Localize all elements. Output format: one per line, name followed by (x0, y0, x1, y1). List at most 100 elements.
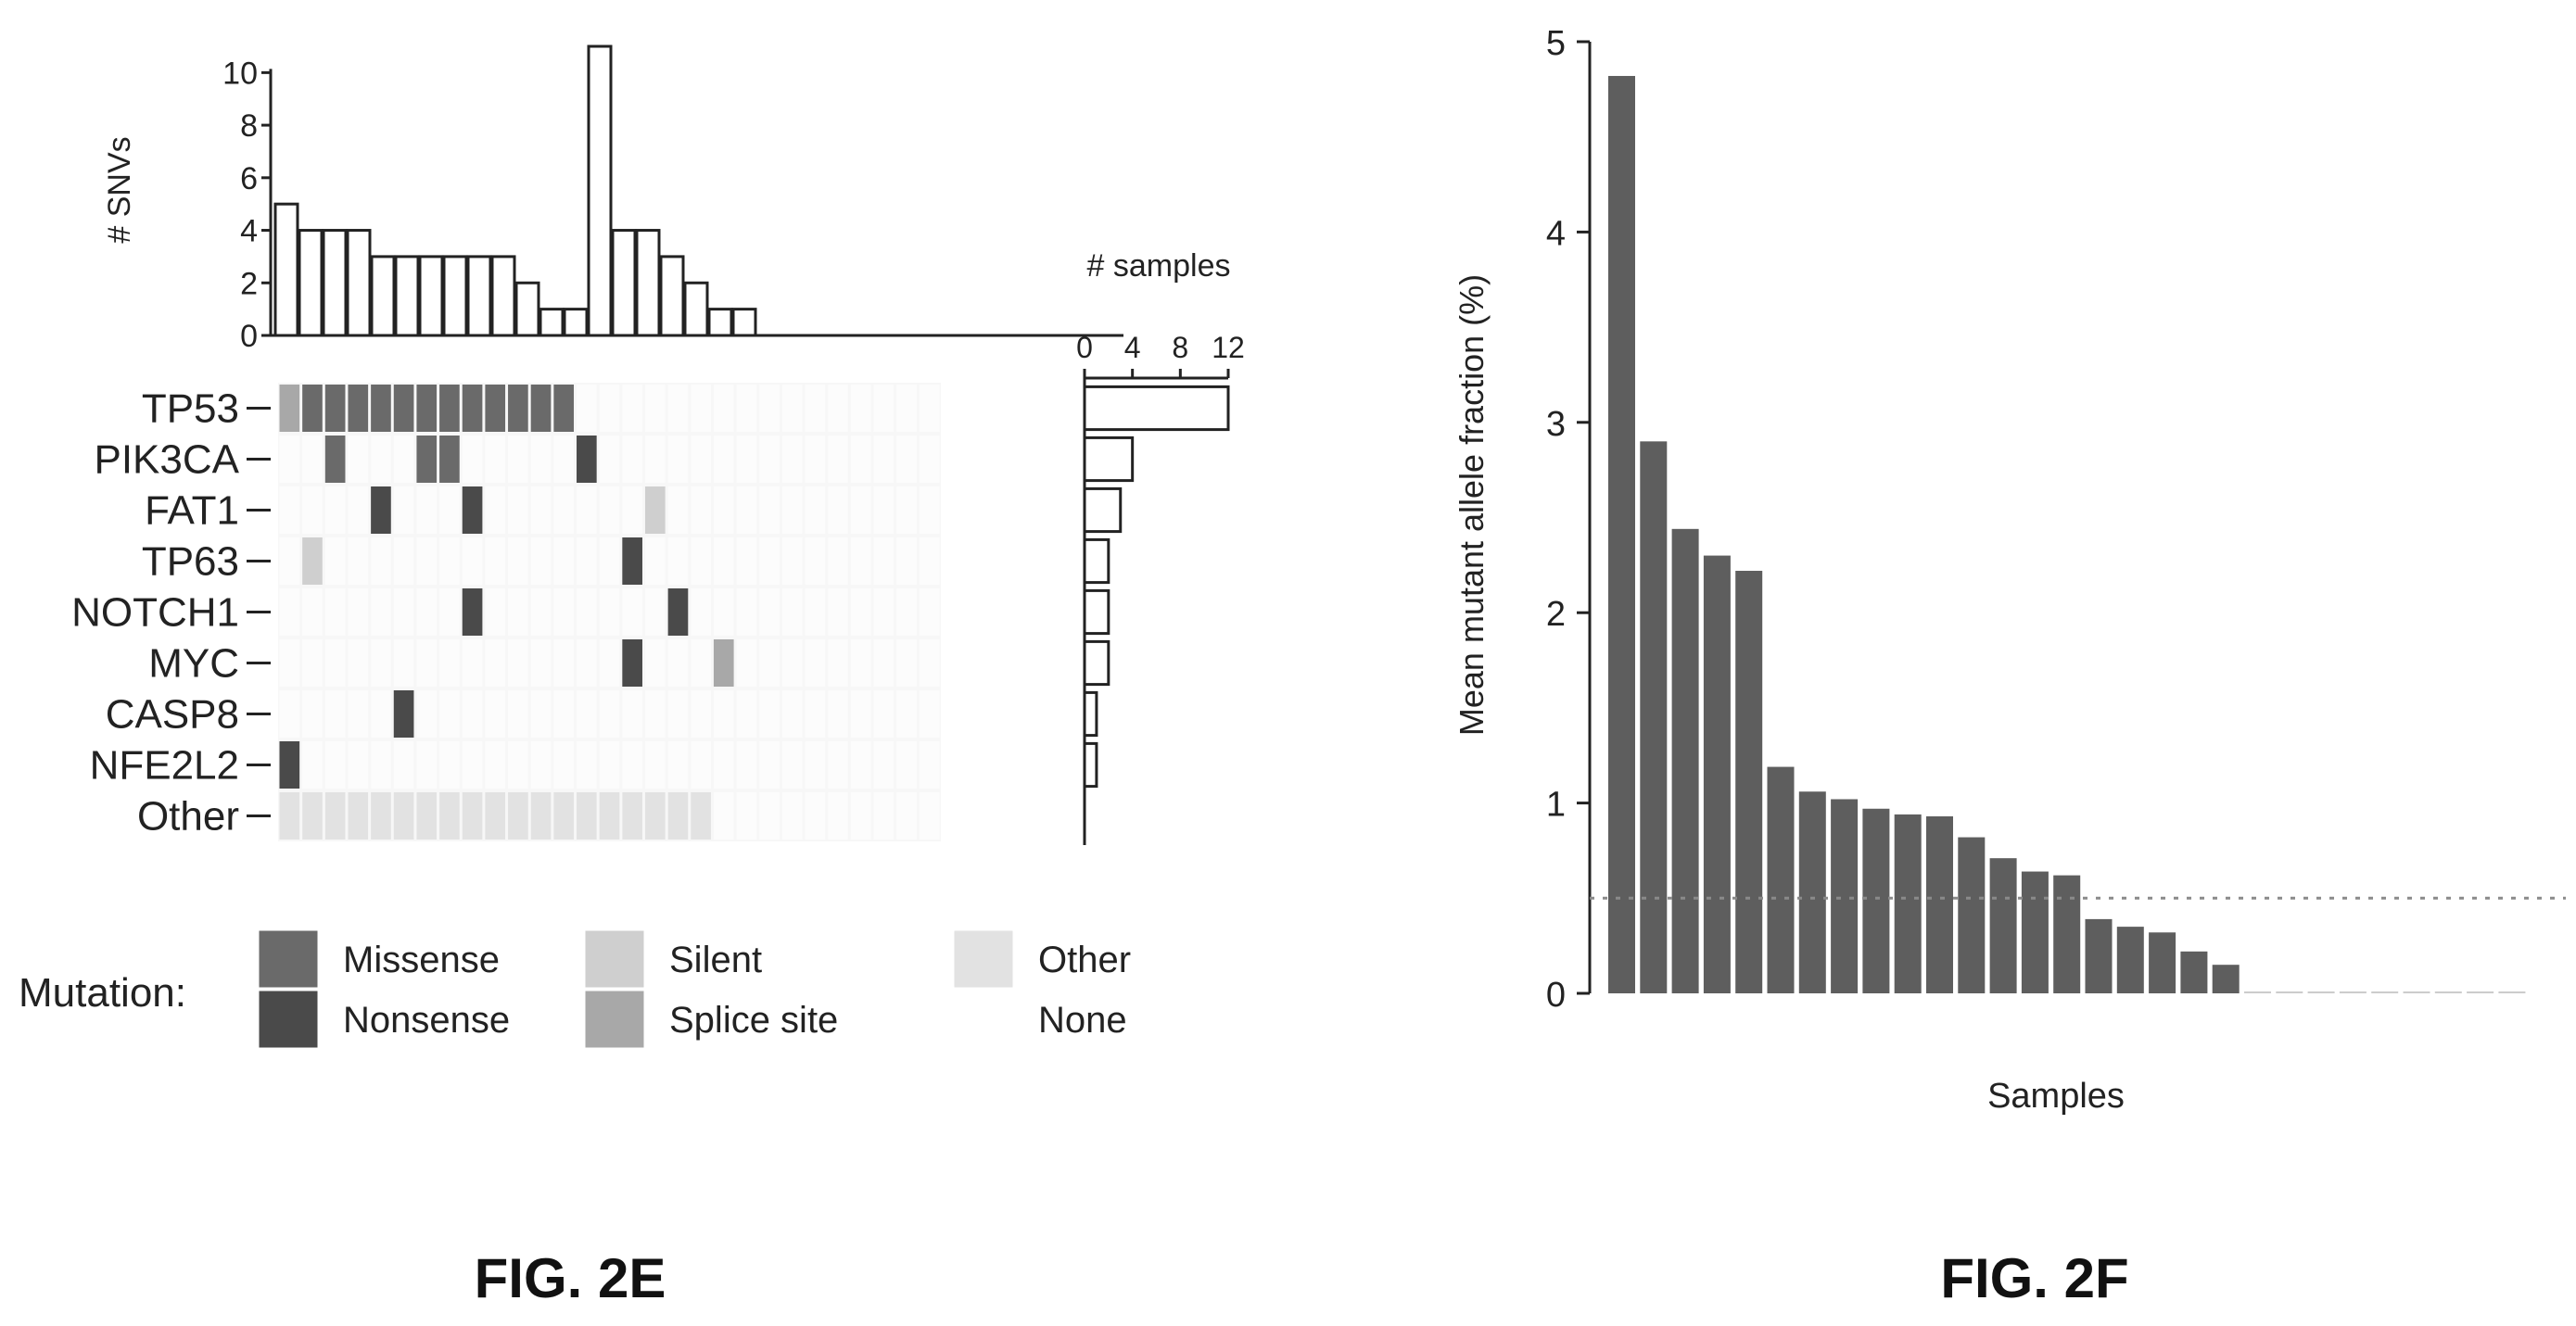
matrix-cell-none (577, 690, 597, 738)
matrix-cell-none (736, 741, 757, 789)
matrix-cell-none (896, 486, 917, 534)
matrix-cell-other (393, 792, 414, 840)
matrix-cell-none (873, 486, 895, 534)
matrix-cell-none (873, 588, 895, 636)
snv-axis-label: # SNVs (102, 136, 137, 243)
matrix-cell-none (736, 436, 757, 483)
matrix-cell-none (805, 436, 826, 483)
matrix-cell-none (805, 588, 826, 636)
gene-label: NOTCH1 (71, 590, 239, 636)
matrix-cell-none (805, 741, 826, 789)
matrix-cell-none (691, 537, 711, 585)
matrix-cell-none (759, 741, 780, 789)
matrix-cell-none (850, 639, 871, 687)
legend-swatch-other (954, 930, 1013, 988)
matrix-cell-none (485, 436, 506, 483)
snv-bar (611, 229, 637, 337)
matrix-cell-none (462, 639, 483, 687)
legend-title: Mutation: (19, 970, 186, 1016)
matrix-cell-none (850, 436, 871, 483)
matrix-cell-none (324, 588, 346, 636)
matrix-cell-none (713, 436, 734, 483)
matrix-cell-none (805, 792, 826, 840)
matrix-cell-none (371, 537, 391, 585)
matrix-cell-none (508, 639, 528, 687)
matrix-cell-none (439, 486, 460, 534)
matrix-cell-nonsense (462, 486, 483, 534)
matrix-cell-none (279, 639, 300, 687)
matrix-cell-none (713, 741, 734, 789)
matrix-cell-none (553, 690, 575, 738)
snv-tick-label: 10 (222, 56, 258, 91)
matrix-cell-none (324, 486, 346, 534)
gene-labels: TP53 PIK3CA FAT1 TP63 NOTCH1 MYC CASP8 NFE2L2 Ot… (71, 386, 271, 840)
snv-bar (635, 229, 661, 337)
snv-bar (466, 255, 492, 337)
matrix-cell-none (485, 486, 506, 534)
matrix-cell-none (599, 588, 620, 636)
matrix-cell-none (599, 486, 620, 534)
matrix-cell-none (781, 588, 803, 636)
matrix-cell-none (622, 486, 642, 534)
matrix-cell-none (393, 486, 414, 534)
matrix-cell-none (896, 385, 917, 432)
matrix-cell-none (691, 639, 711, 687)
allele-fraction-bar (1671, 528, 1699, 993)
matrix-cell-none (873, 385, 895, 432)
matrix-cell-none (781, 436, 803, 483)
matrix-cell-none (485, 537, 506, 585)
matrix-cell-none (873, 690, 895, 738)
matrix-cell-none (371, 741, 391, 789)
matrix-cell-none (828, 690, 848, 738)
matrix-cell-none (919, 639, 940, 687)
matrix-cell-none (508, 486, 528, 534)
matrix-cell-none (485, 639, 506, 687)
matrix-cell-none (371, 436, 391, 483)
matrix-cell-none (644, 537, 666, 585)
matrix-cell-none (530, 741, 552, 789)
matrix-cell-missense (416, 385, 438, 432)
mutation-matrix (278, 383, 941, 841)
snv-bar (731, 308, 757, 337)
allele-fraction-bar (2149, 932, 2176, 993)
matrix-cell-none (530, 588, 552, 636)
snv-tick-label: 8 (240, 108, 258, 144)
matrix-cell-other (302, 792, 323, 840)
matrix-cell-none (828, 741, 848, 789)
matrix-cell-none (736, 537, 757, 585)
matrix-cell-none (416, 588, 438, 636)
matrix-cell-none (713, 792, 734, 840)
matrix-cell-none (577, 385, 597, 432)
matrix-cell-none (324, 690, 346, 738)
allele-fraction-tick-label: 0 (1546, 976, 1566, 1015)
samples-bar (1083, 537, 1110, 585)
matrix-cell-none (553, 588, 575, 636)
matrix-cell-none (736, 588, 757, 636)
allele-fraction-bar (2403, 991, 2430, 993)
matrix-cell-nonsense (622, 537, 642, 585)
snv-bar (273, 202, 299, 337)
matrix-cell-none (279, 690, 300, 738)
sample-count-barplot: # samples 0 4 8 12 (1076, 248, 1245, 845)
matrix-cell-none (324, 741, 346, 789)
matrix-cell-none (759, 385, 780, 432)
matrix-cell-none (553, 537, 575, 585)
matrix-cell-other (644, 792, 666, 840)
matrix-cell-none (736, 385, 757, 432)
allele-fraction-bar (1735, 571, 1763, 993)
matrix-cell-missense (302, 385, 323, 432)
matrix-cell-none (896, 436, 917, 483)
matrix-cell-none (348, 537, 369, 585)
matrix-cell-none (850, 537, 871, 585)
matrix-cell-none (805, 639, 826, 687)
matrix-cell-none (691, 436, 711, 483)
matrix-cell-none (279, 436, 300, 483)
matrix-cell-none (302, 588, 323, 636)
matrix-cell-none (553, 436, 575, 483)
matrix-cell-missense (462, 385, 483, 432)
matrix-cell-none (896, 741, 917, 789)
matrix-cell-missense (485, 385, 506, 432)
allele-fraction-panel: Mean mutant allele fraction (%) Samples … (1453, 24, 2566, 1116)
legend-label: Nonsense (343, 1000, 510, 1041)
matrix-cell-none (599, 385, 620, 432)
